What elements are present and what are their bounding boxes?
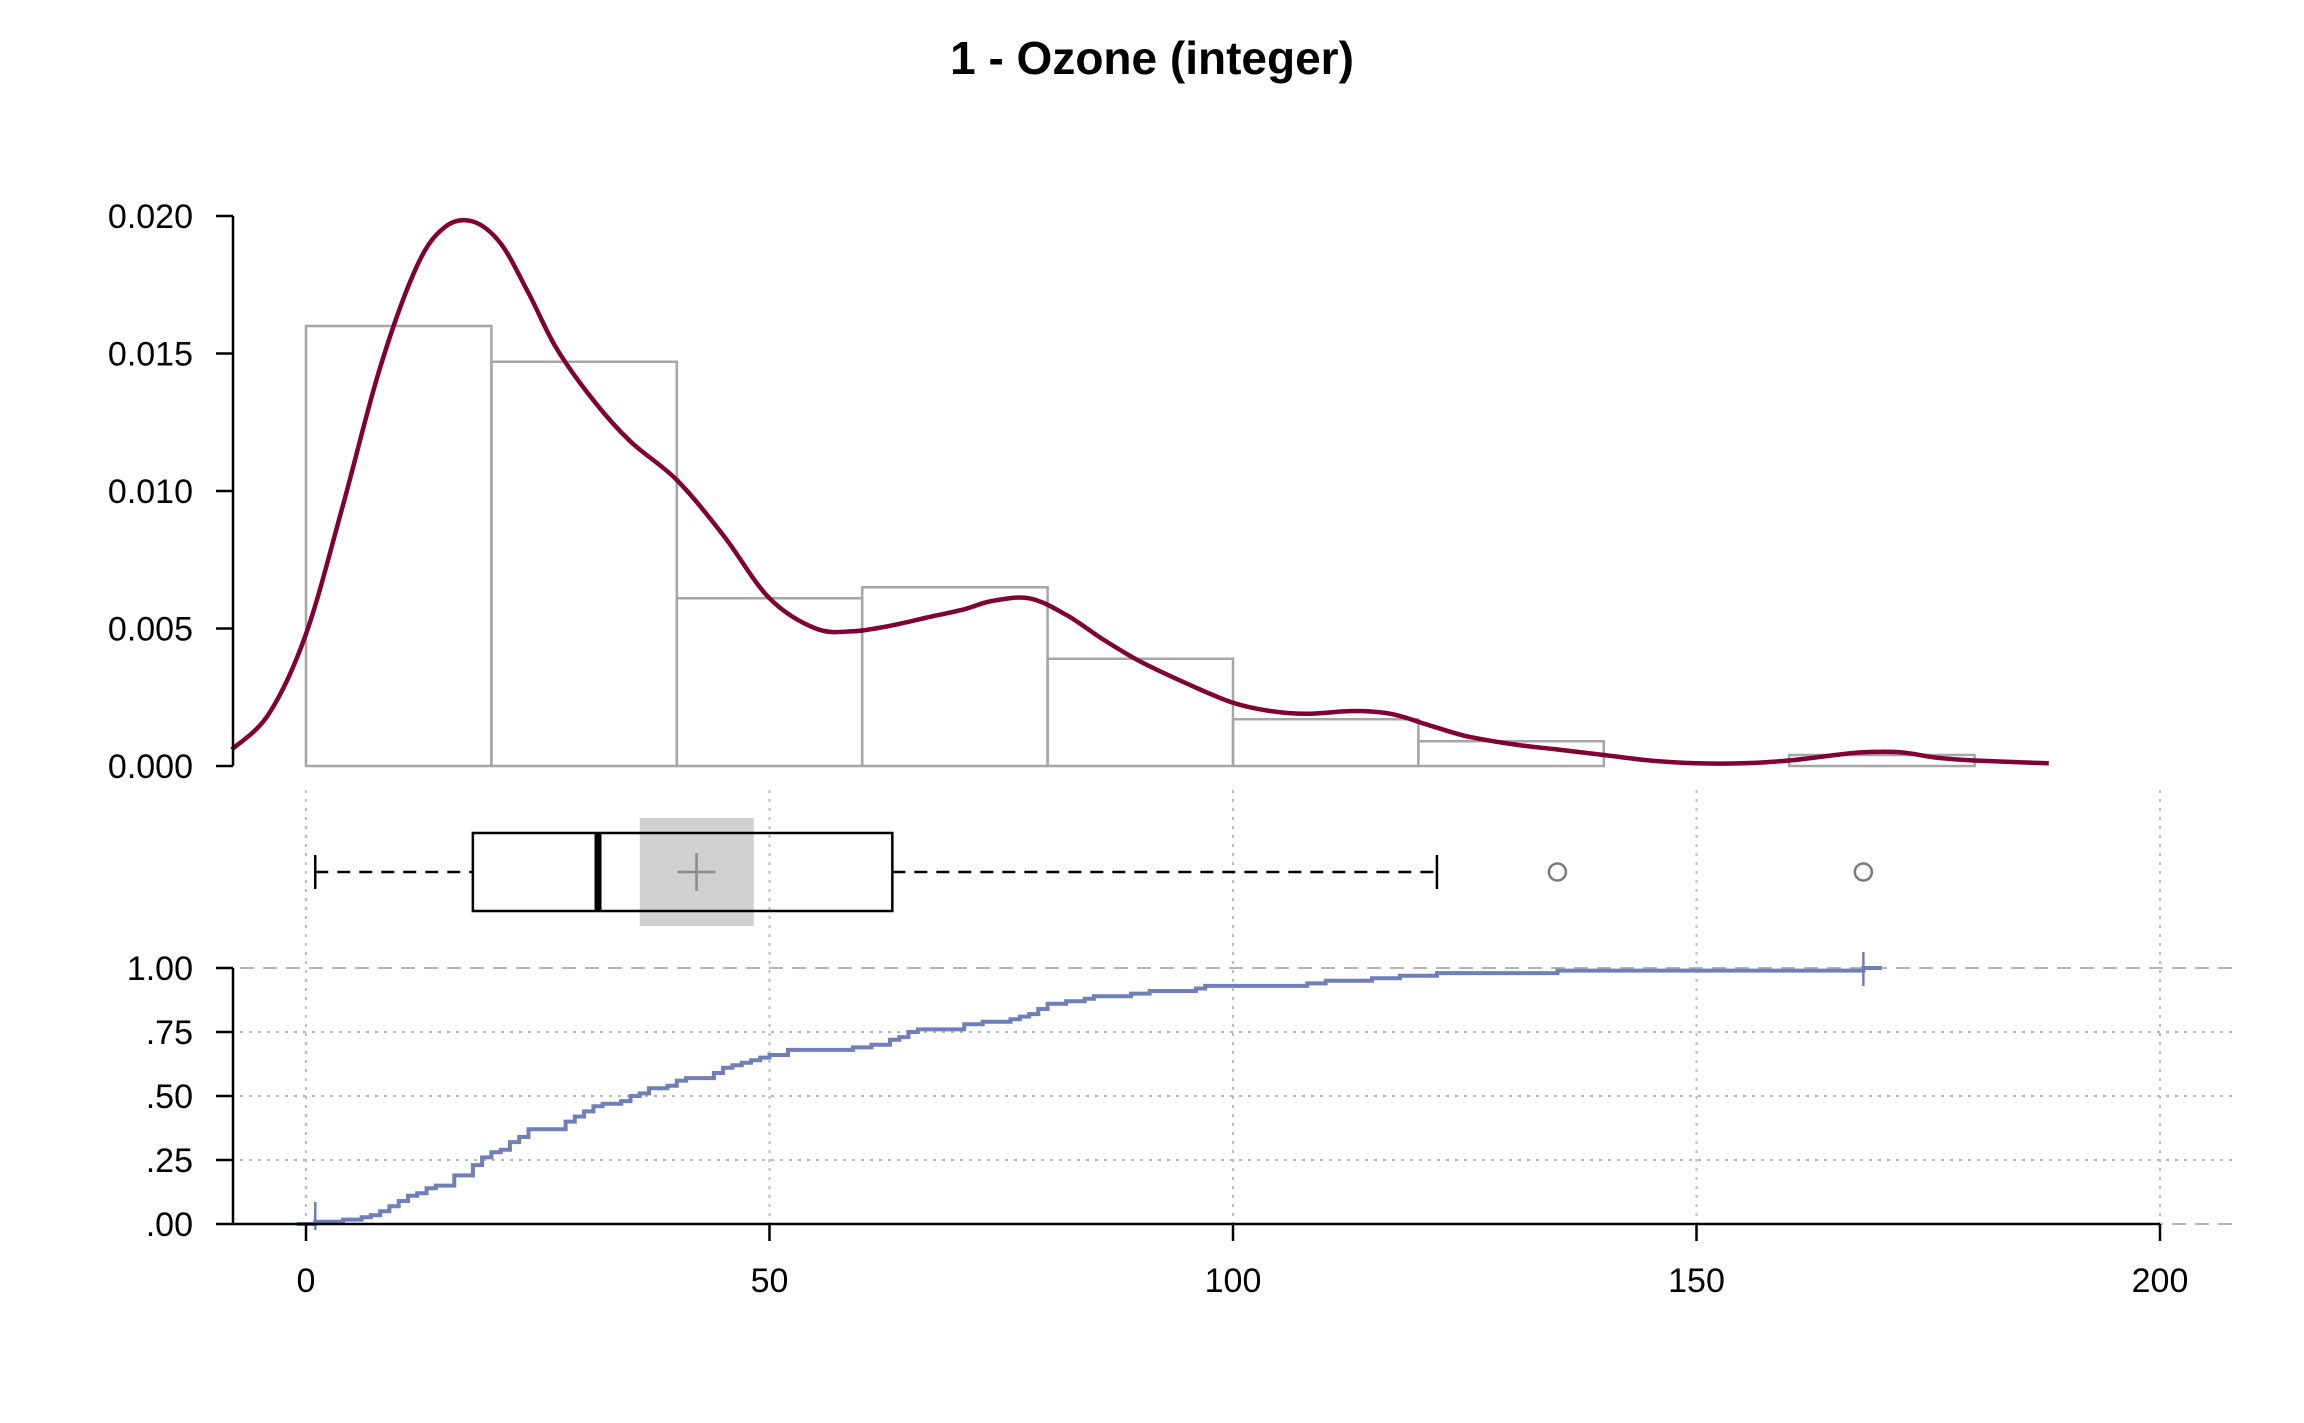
ecdf-y-tick-label-2: .50 [146,1078,193,1116]
ecdf-y-tick-label-4: 1.00 [127,950,193,988]
x-tick-label-2: 100 [1205,1262,1262,1300]
ecdf-line [296,966,1882,1226]
chart-title: 1 - Ozone (integer) [950,32,1354,84]
x-tick-label-3: 150 [1668,1262,1725,1300]
hist-bar-4 [1046,657,1235,768]
grid [240,790,2236,1234]
outlier-point-1 [1853,862,1874,882]
hist-bar-5 [1231,718,1420,768]
iqr-box [471,831,894,913]
x-tick-label-1: 50 [751,1262,789,1300]
ecdf-plot [296,952,1882,1230]
outlier-point-0 [1547,862,1568,882]
hist-bar-2 [675,597,864,768]
density-y-tick-label-2: 0.010 [108,473,193,511]
axes: 0.000 0.005 0.010 0.015 0.020 .00 .25 .50 .75 1.0… [108,198,2188,1300]
histogram [304,324,1976,768]
hist-bar-3 [860,586,1049,768]
boxplot [314,818,1874,926]
ecdf-y-tick-label-0: .00 [146,1206,193,1244]
x-tick-label-0: 0 [297,1262,316,1300]
density-curve-layer [230,217,2049,766]
hist-bar-1 [490,360,679,768]
density-y-tick-label-0: 0.000 [108,748,193,786]
density-curve [230,217,2049,766]
density-y-tick-label-4: 0.020 [108,198,193,236]
density-y-tick-label-3: 0.015 [108,336,193,374]
density-y-tick-label-1: 0.005 [108,611,193,649]
ecdf-y-tick-label-3: .75 [146,1014,193,1052]
x-tick-label-4: 200 [2132,1262,2189,1300]
ecdf-y-tick-label-1: .25 [146,1142,193,1180]
